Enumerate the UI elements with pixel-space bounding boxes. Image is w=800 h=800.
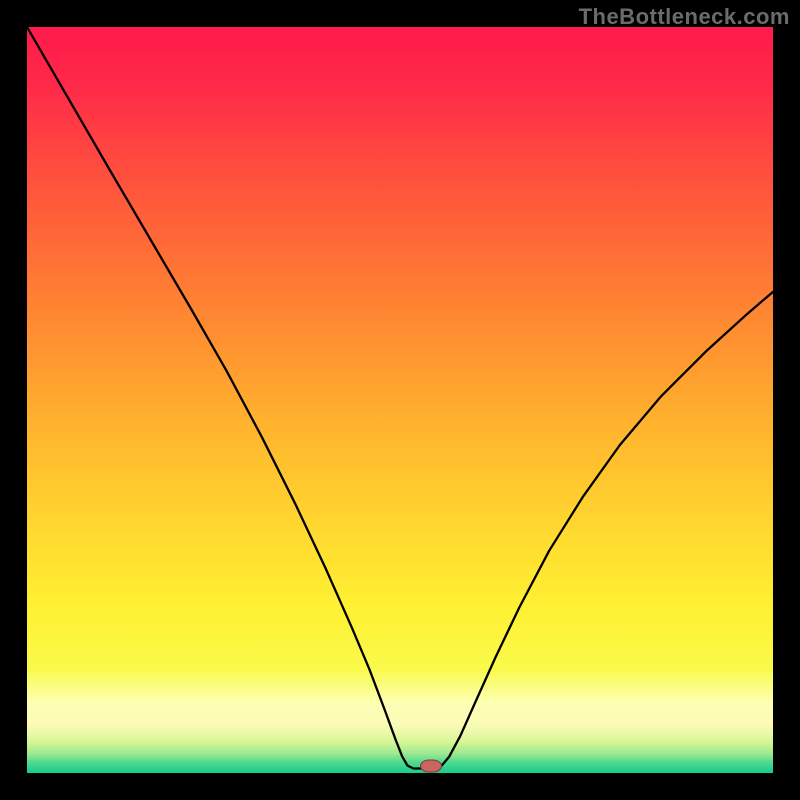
optimal-point-marker (420, 759, 442, 772)
watermark-text: TheBottleneck.com (579, 4, 790, 30)
plot-area (27, 27, 773, 773)
chart-frame: TheBottleneck.com (0, 0, 800, 800)
gradient-background (27, 27, 773, 773)
